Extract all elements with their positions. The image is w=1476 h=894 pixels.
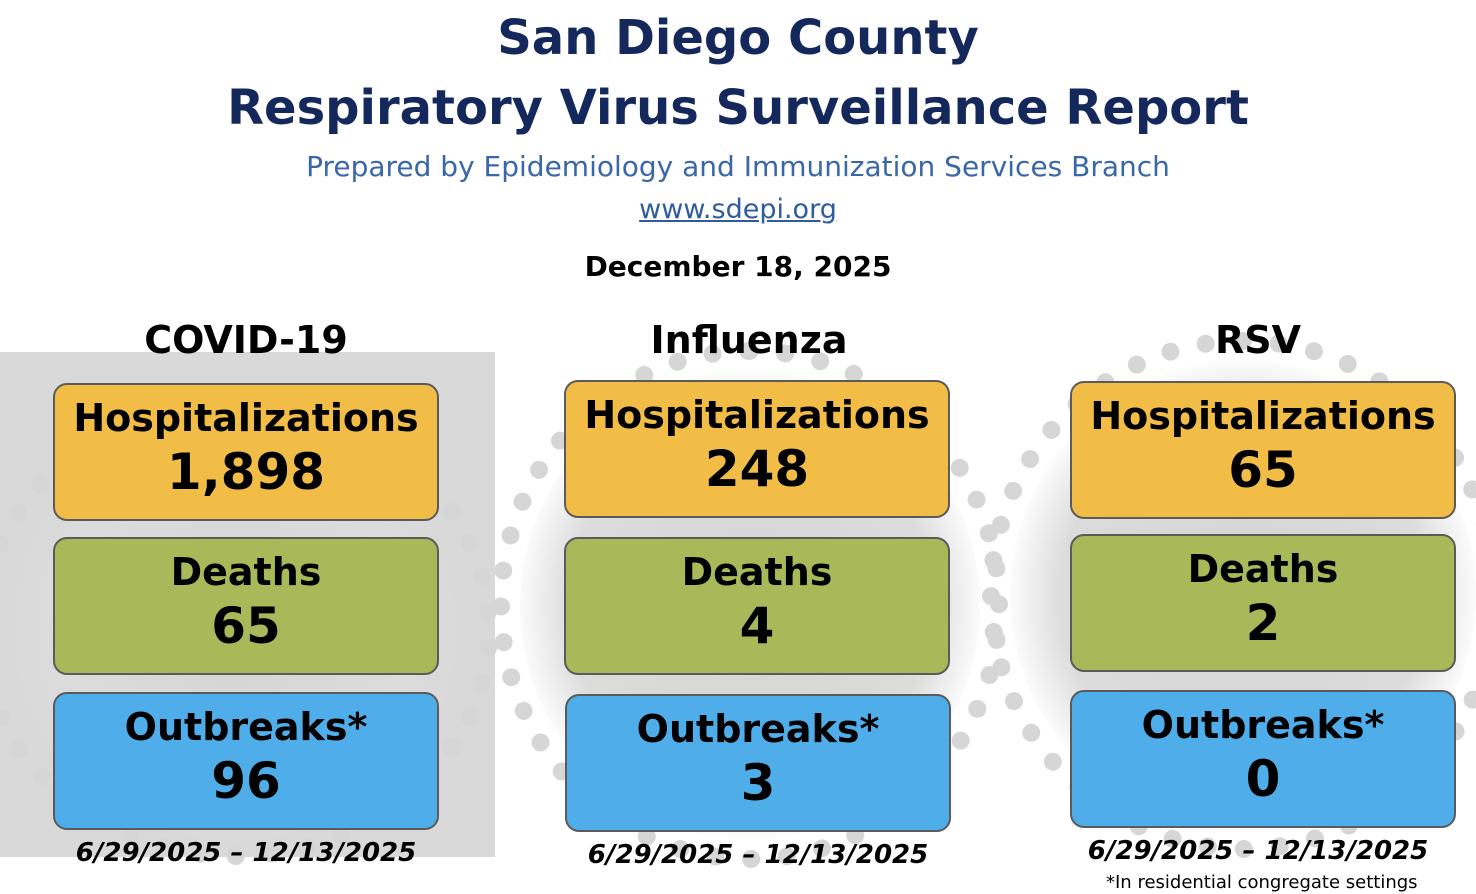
covid-deaths-card: Deaths 65 <box>53 537 439 675</box>
rsv-hospitalizations-card: Hospitalizations 65 <box>1070 381 1456 519</box>
rsv-deaths-card: Deaths 2 <box>1070 534 1456 672</box>
covid-hospitalizations-card: Hospitalizations 1,898 <box>53 383 439 521</box>
footnote: *In residential congregate settings <box>1106 872 1418 893</box>
rsv-hospitalizations-value: 65 <box>1228 441 1298 499</box>
report-title-line2: Respiratory Virus Surveillance Report <box>227 80 1249 136</box>
covid-hospitalizations-value: 1,898 <box>166 443 326 501</box>
covid-outbreaks-card: Outbreaks* 96 <box>53 692 439 830</box>
website-link[interactable]: www.sdepi.org <box>639 194 837 225</box>
covid-column: COVID-19 <box>46 315 446 365</box>
influenza-deaths-value: 4 <box>739 597 775 655</box>
rsv-title: RSV <box>1214 318 1302 362</box>
influenza-title: Influenza <box>650 318 848 362</box>
rsv-deaths-label: Deaths <box>1187 547 1339 591</box>
rsv-outbreaks-label: Outbreaks* <box>1141 703 1385 747</box>
covid-outbreaks-value: 96 <box>211 752 281 810</box>
influenza-outbreaks-label: Outbreaks* <box>636 707 880 751</box>
covid-hospitalizations-label: Hospitalizations <box>73 396 419 440</box>
influenza-hospitalizations-card: Hospitalizations 248 <box>564 380 950 518</box>
covid-title: COVID-19 <box>144 318 348 362</box>
influenza-outbreaks-card: Outbreaks* 3 <box>565 694 951 832</box>
rsv-outbreaks-value: 0 <box>1245 750 1281 808</box>
rsv-hospitalizations-label: Hospitalizations <box>1090 394 1436 438</box>
influenza-column: Influenza <box>549 315 949 365</box>
covid-deaths-label: Deaths <box>170 550 322 594</box>
covid-date-range: 6/29/2025 – 12/13/2025 <box>75 838 417 868</box>
covid-outbreaks-label: Outbreaks* <box>124 705 368 749</box>
influenza-outbreaks-value: 3 <box>740 754 776 812</box>
report-date: December 18, 2025 <box>584 250 892 283</box>
rsv-date-range: 6/29/2025 – 12/13/2025 <box>1087 836 1429 866</box>
influenza-deaths-label: Deaths <box>681 550 833 594</box>
covid-deaths-value: 65 <box>211 597 281 655</box>
influenza-hospitalizations-label: Hospitalizations <box>584 393 930 437</box>
report-subtitle: Prepared by Epidemiology and Immunizatio… <box>306 150 1170 183</box>
influenza-deaths-card: Deaths 4 <box>564 537 950 675</box>
rsv-outbreaks-card: Outbreaks* 0 <box>1070 690 1456 828</box>
rsv-column: RSV <box>1058 315 1458 365</box>
report-title-line1: San Diego County <box>497 10 979 66</box>
influenza-hospitalizations-value: 248 <box>704 440 810 498</box>
rsv-deaths-value: 2 <box>1245 594 1281 652</box>
influenza-date-range: 6/29/2025 – 12/13/2025 <box>587 840 929 870</box>
